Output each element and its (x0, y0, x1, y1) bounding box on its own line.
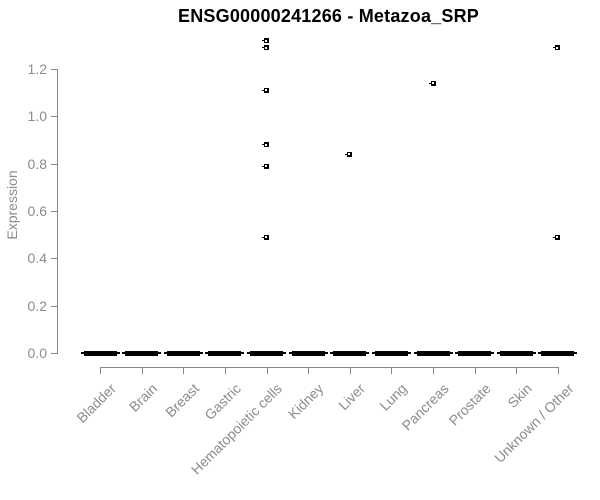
outlier-point (262, 38, 270, 44)
x-axis-tick (349, 368, 351, 374)
y-axis-tick (51, 211, 57, 212)
outlier-point-nub (262, 89, 265, 91)
y-tick-label: 1.0 (27, 108, 47, 125)
x-tick-label: Liver (335, 380, 369, 414)
x-axis-tick (266, 368, 268, 374)
x-axis-tick (474, 368, 476, 374)
outlier-point-nub (262, 236, 265, 238)
y-tick-label: 0.4 (27, 250, 47, 267)
outlier-point-hole (265, 165, 268, 168)
outlier-point-hole (348, 153, 351, 156)
y-tick-label: 0.8 (27, 155, 47, 172)
outlier-point (262, 234, 270, 240)
x-axis-tick (100, 368, 101, 374)
outlier-point (428, 80, 436, 86)
x-tick-label: Prostate (445, 380, 494, 429)
outlier-point-hole (265, 236, 268, 239)
boxplot-box (416, 351, 450, 356)
boxplot-box (83, 351, 117, 356)
outlier-point-hole (556, 236, 559, 239)
x-axis-tick (557, 368, 559, 374)
x-axis-tick (433, 368, 435, 374)
y-axis-tick (51, 163, 57, 165)
outlier-point-hole (265, 39, 268, 42)
outlier-point-nub (428, 82, 431, 84)
x-tick-label: Unknown / Other (490, 380, 577, 466)
y-axis-tick (51, 116, 57, 118)
y-axis-tick (51, 353, 57, 354)
outlier-point-hole (431, 82, 434, 85)
outlier-point-nub (553, 47, 556, 49)
x-axis-tick (308, 368, 310, 374)
x-tick-label: Bladder (73, 380, 119, 426)
boxplot-box (166, 351, 200, 356)
y-tick-label: 1.2 (27, 61, 47, 77)
boxplot-box (374, 351, 408, 356)
chart-title: ENSG00000241266 - Metazoa_SRP (178, 6, 479, 26)
outlier-point-nub (262, 47, 265, 49)
boxplot-box (541, 351, 575, 356)
boxplot-box (458, 351, 492, 356)
outlier-point (553, 45, 561, 51)
outlier-point-nub (262, 144, 265, 146)
outlier-point-nub (262, 40, 265, 42)
outlier-point (262, 142, 270, 148)
x-axis-tick (141, 368, 143, 374)
outlier-point-hole (265, 46, 268, 49)
x-axis-tick (391, 368, 393, 374)
outlier-point-hole (556, 46, 559, 49)
x-tick-label: Lung (376, 380, 411, 414)
x-tick-label: Brain (125, 380, 161, 415)
y-axis-tick (51, 258, 57, 260)
x-tick-label: Kidney (285, 380, 327, 422)
x-axis-tick (183, 368, 185, 374)
boxplot-box (125, 351, 159, 356)
boxplot-box (208, 351, 242, 356)
x-axis-tick (224, 368, 226, 374)
boxplot-box (499, 351, 533, 356)
x-tick-label: Breast (161, 380, 202, 421)
outlier-point-nub (553, 236, 556, 238)
y-tick-label: 0.6 (27, 203, 47, 219)
boxplot-box (333, 351, 367, 356)
outlier-point-hole (265, 89, 268, 92)
y-tick-label: 0.0 (27, 345, 47, 361)
outlier-point (262, 45, 270, 51)
outlier-point (345, 151, 353, 157)
boxplot-box (250, 351, 284, 356)
outlier-point (553, 234, 561, 240)
outlier-point (262, 163, 270, 169)
x-axis-line (100, 367, 559, 368)
outlier-point-nub (262, 165, 265, 167)
y-tick-label: 0.2 (27, 297, 47, 314)
y-axis-tick (51, 69, 57, 70)
outlier-point (262, 87, 270, 93)
y-axis-tick (51, 305, 57, 307)
outlier-point-nub (345, 153, 348, 155)
outlier-point-hole (265, 143, 268, 146)
x-axis-tick (516, 368, 518, 374)
y-axis-line (57, 69, 58, 354)
x-tick-label: Skin (504, 380, 535, 411)
boxplot-box (291, 351, 325, 356)
